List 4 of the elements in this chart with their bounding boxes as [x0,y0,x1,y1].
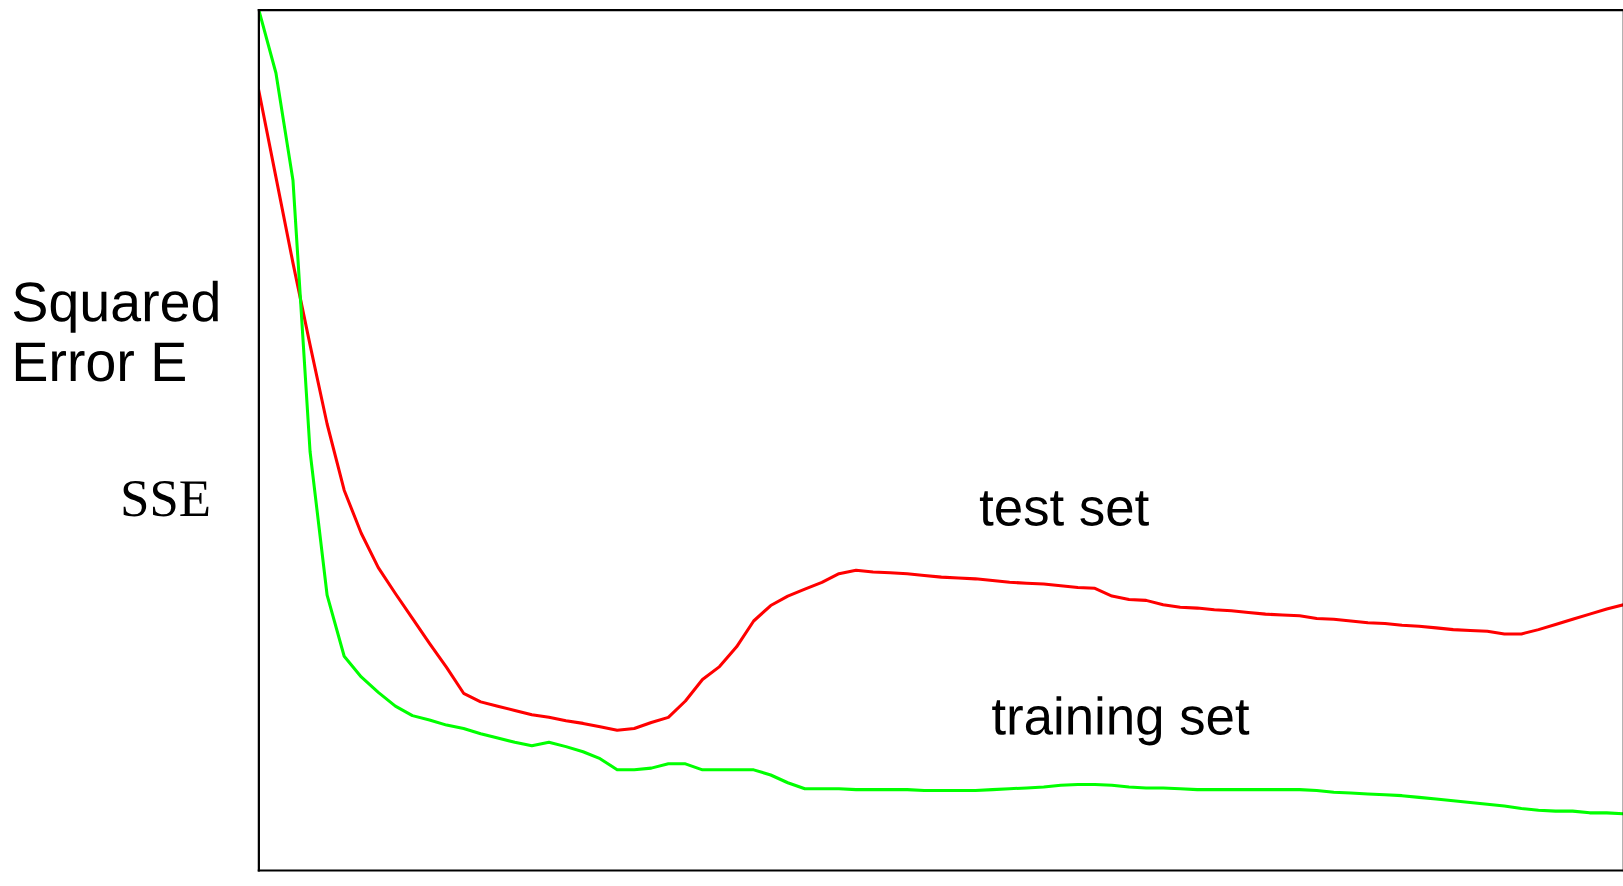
y-axis-title: Squared Error E [13,280,218,382]
series-label: test set [979,491,1149,526]
series-label: training set [992,696,1250,746]
text: SSE [123,480,209,517]
